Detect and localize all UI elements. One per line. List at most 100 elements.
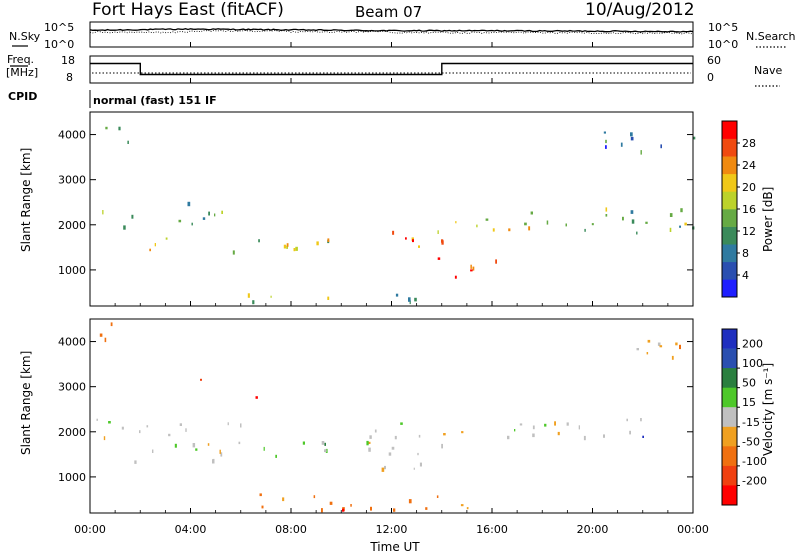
y-tick-label: 3000 [58, 174, 86, 187]
heatmap-cell [507, 435, 510, 440]
colorbar-swatch [722, 121, 737, 139]
heatmap-cell [630, 136, 634, 141]
heatmap-cell [99, 333, 103, 337]
heatmap-cell [207, 443, 210, 446]
y-tick-label: 1000 [58, 264, 86, 277]
heatmap-cell [195, 448, 198, 451]
heatmap-cell [134, 460, 137, 464]
noise-ytick-bottom: 10^0 [44, 38, 74, 51]
heatmap-cell [392, 230, 395, 235]
heatmap-cell [240, 423, 242, 428]
velocity-colorbar: 200 100 50 15 -15 -50 -100 -200 [721, 328, 767, 506]
noise-ytick-bottom-right: 10^0 [708, 38, 738, 51]
heatmap-cell [485, 218, 489, 221]
colorbar-tick-label: 15 [742, 396, 756, 409]
heatmap-cell [460, 504, 464, 507]
heatmap-cell [220, 452, 223, 457]
heatmap-cell [208, 211, 210, 216]
heatmap-cell [139, 430, 141, 434]
heatmap-cell [154, 243, 156, 247]
colorbar-swatch [722, 279, 737, 298]
heatmap-cell [454, 275, 457, 279]
heatmap-cell [640, 418, 642, 422]
heatmap-cell [108, 421, 111, 424]
colorbar-swatch [722, 329, 737, 349]
heatmap-cell [455, 221, 457, 224]
nsky-series [89, 28, 694, 33]
heatmap-cell [131, 214, 134, 219]
heatmap-cell [679, 344, 681, 350]
heatmap-cell [620, 142, 623, 147]
heatmap-cell [546, 220, 549, 225]
heatmap-cell [191, 222, 193, 226]
heatmap-cell [275, 454, 277, 458]
heatmap-cell [472, 266, 475, 271]
heatmap-cell [261, 505, 264, 509]
velocity-ylabel: Slant Range [km] [19, 351, 33, 455]
y-tick-label: 4000 [58, 129, 86, 142]
heatmap-cell [283, 244, 286, 249]
heatmap-cell [425, 507, 428, 510]
heatmap-cell [212, 459, 215, 464]
heatmap-cell [350, 504, 352, 507]
colorbar-swatch [722, 209, 737, 227]
heatmap-cell [369, 435, 372, 439]
heatmap-cell [443, 433, 446, 436]
heatmap-cell [286, 245, 288, 249]
colorbar-swatch [722, 485, 737, 506]
heatmap-cell [679, 225, 681, 228]
heatmap-cell [414, 297, 417, 302]
heatmap-cell [168, 433, 171, 437]
heatmap-cell [441, 443, 443, 449]
heatmap-cell [329, 501, 333, 505]
heatmap-cell [370, 506, 372, 511]
heatmap-cell [603, 131, 606, 134]
heatmap-cell [409, 300, 411, 305]
colorbar-tick-label: 16 [742, 203, 756, 216]
colorbar-swatch [722, 407, 737, 428]
x-tick-label: 04:00 [175, 523, 207, 536]
power-panel: 1000 2000 3000 4000 Slant Range [km] 4 8 12 16… [19, 111, 775, 307]
heatmap-cell [316, 241, 319, 246]
nave-ytick-top: 60 [707, 54, 721, 67]
heatmap-cell [102, 210, 104, 215]
heatmap-cell [657, 342, 661, 346]
heatmap-cell [321, 508, 323, 513]
heatmap-cell [636, 348, 639, 351]
heatmap-cell [118, 126, 121, 131]
heatmap-cell [219, 449, 221, 454]
freq-panel: Freq. [MHz] 18 8 60 0 Nave [6, 53, 782, 87]
power-heatmap [102, 126, 696, 305]
heatmap-cell [368, 441, 371, 444]
colorbar-tick-label: 20 [742, 181, 756, 194]
cpid-text: normal (fast) 151 IF [93, 94, 217, 107]
colorbar-tick-label: 200 [742, 338, 763, 351]
heatmap-cell [192, 443, 196, 448]
heatmap-cell [671, 355, 674, 360]
power-colorbar-label: Power [dB] [761, 187, 775, 252]
heatmap-cell [591, 223, 594, 226]
freq-unit-label: [MHz] [6, 66, 38, 79]
noise-trace [89, 28, 694, 35]
heatmap-cell [384, 465, 386, 470]
heatmap-cell [408, 499, 412, 504]
heatmap-cell [327, 238, 330, 242]
heatmap-cell [630, 210, 634, 214]
freq-ytick-bottom: 8 [66, 71, 73, 84]
colorbar-swatch [722, 156, 737, 175]
heatmap-cell [110, 322, 113, 327]
nave-ytick-bottom: 0 [707, 71, 714, 84]
heatmap-cell [605, 207, 608, 212]
heatmap-cell [252, 300, 255, 305]
colorbar-swatch [722, 465, 737, 486]
heatmap-cell [530, 211, 533, 215]
colorbar-tick-label: 24 [742, 159, 756, 172]
heatmap-cell [680, 208, 683, 213]
colorbar-swatch [722, 446, 737, 467]
colorbar-swatch [722, 426, 737, 447]
power-colorbar: 4 8 12 16 20 24 28 [721, 120, 756, 298]
heatmap-cell [232, 250, 235, 255]
colorbar-tick-label: -100 [742, 455, 767, 468]
heatmap-cell [105, 126, 108, 130]
